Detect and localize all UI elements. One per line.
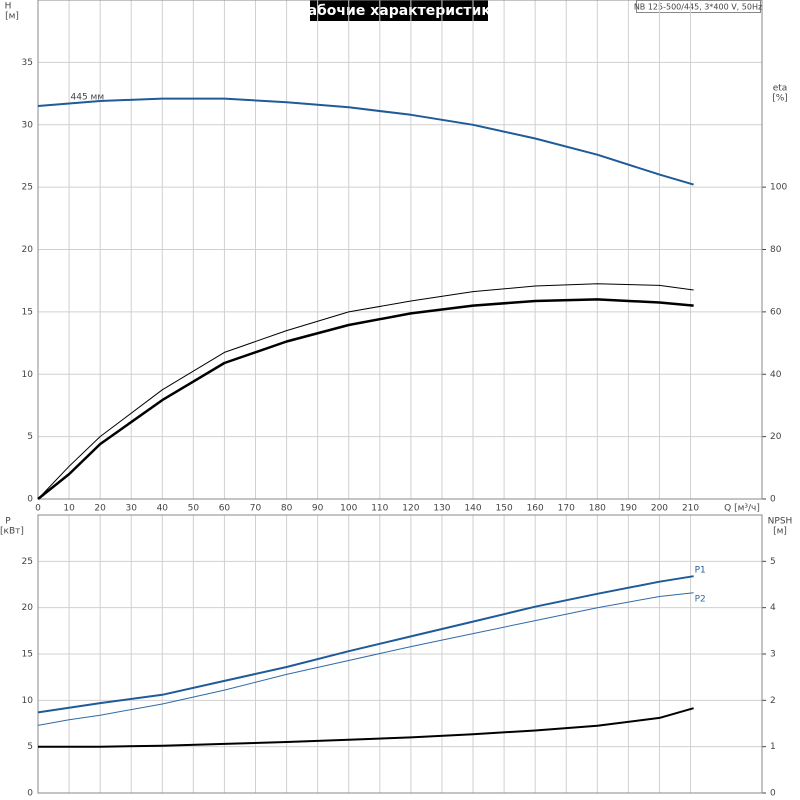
x-tick-label: 90 — [312, 504, 324, 514]
plot-frame — [37, 0, 763, 500]
y-axis-label: H — [5, 2, 12, 12]
x-tick-label: 0 — [35, 504, 41, 514]
y-tick-label: 25 — [22, 557, 33, 567]
x-tick-label: 190 — [620, 504, 637, 514]
y2-tick-label: 1 — [770, 742, 776, 752]
x-tick-label: 210 — [682, 504, 699, 514]
x-tick-label: 60 — [219, 504, 231, 514]
y2-tick-label: 20 — [770, 432, 782, 442]
y2-tick-label: 0 — [770, 789, 776, 799]
y-tick-label: 5 — [27, 742, 33, 752]
y2-axis-unit: [%] — [772, 94, 788, 104]
y-axis-unit: [кВт] — [0, 527, 24, 537]
x-tick-label: 30 — [125, 504, 137, 514]
x-tick-label: 40 — [157, 504, 169, 514]
y2-axis-label: eta — [773, 84, 788, 94]
y2-axis-label: NPSH — [768, 517, 793, 527]
chart-title: Рабочие характеристики — [297, 3, 500, 19]
y2-axis-unit: [м] — [773, 527, 787, 537]
y-tick-label: 0 — [27, 789, 33, 799]
y-tick-label: 10 — [22, 696, 34, 706]
y2-tick-label: 60 — [770, 307, 782, 317]
y-axis-label: P — [5, 517, 11, 527]
y2-tick-label: 3 — [770, 650, 776, 660]
x-tick-label: 10 — [63, 504, 75, 514]
y-tick-label: 0 — [27, 495, 33, 505]
y-tick-label: 15 — [22, 307, 33, 317]
y2-tick-label: 0 — [770, 495, 776, 505]
series-label: 445 мм — [71, 93, 105, 103]
series-line — [37, 283, 694, 500]
y-tick-label: 20 — [22, 245, 34, 255]
x-tick-label: 70 — [250, 504, 262, 514]
x-tick-label: 180 — [589, 504, 606, 514]
x-tick-label: 120 — [402, 504, 419, 514]
y2-tick-label: 40 — [770, 370, 782, 380]
series-line — [37, 575, 694, 714]
x-tick-label: 170 — [558, 504, 575, 514]
y-tick-label: 20 — [22, 603, 34, 613]
series-line — [37, 592, 694, 726]
x-tick-label: 110 — [371, 504, 388, 514]
title-box — [310, 0, 488, 21]
y2-tick-label: 100 — [770, 183, 787, 193]
x-tick-label: 50 — [188, 504, 200, 514]
x-axis-label: Q [м³/ч] — [724, 504, 760, 514]
series-line — [37, 298, 694, 500]
y2-tick-label: 4 — [770, 603, 776, 613]
x-tick-label: 150 — [496, 504, 513, 514]
series-line — [37, 97, 694, 186]
y-tick-label: 30 — [22, 120, 34, 130]
y-tick-label: 35 — [22, 58, 33, 68]
x-tick-label: 200 — [651, 504, 668, 514]
series-line — [38, 707, 694, 748]
series-label: P1 — [695, 566, 706, 576]
x-tick-label: 20 — [94, 504, 106, 514]
y2-tick-label: 5 — [770, 557, 776, 567]
x-tick-label: 80 — [281, 504, 293, 514]
y-tick-label: 5 — [27, 432, 33, 442]
series-label: P2 — [695, 594, 706, 604]
y2-tick-label: 2 — [770, 696, 776, 706]
x-tick-label: 130 — [433, 504, 450, 514]
y-tick-label: 15 — [22, 650, 33, 660]
y-tick-label: 10 — [22, 370, 34, 380]
y2-tick-label: 80 — [770, 245, 782, 255]
plot-frame — [37, 514, 763, 794]
x-tick-label: 100 — [340, 504, 357, 514]
y-axis-unit: [м] — [5, 12, 19, 22]
y-tick-label: 25 — [22, 183, 33, 193]
subtitle: NB 125-500/445, 3*400 V, 50Hz — [634, 3, 762, 12]
x-tick-label: 140 — [464, 504, 481, 514]
x-tick-label: 160 — [527, 504, 544, 514]
